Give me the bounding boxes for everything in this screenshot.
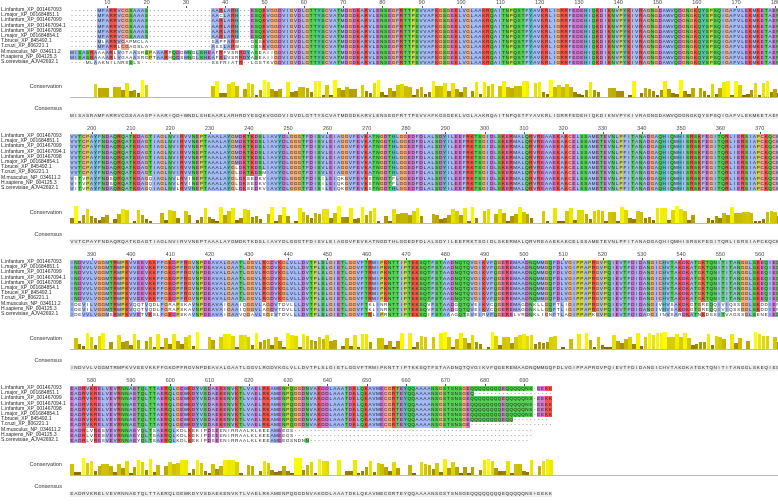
conservation-bar xyxy=(145,85,149,97)
conservation-bar xyxy=(597,92,601,97)
conservation-bar xyxy=(546,221,550,223)
sequence-name[interactable]: S.cerevisiae_AJV42692.1 xyxy=(1,60,58,65)
conservation-label: Conservation xyxy=(0,210,62,216)
sequence-name[interactable]: S.cerevisiae_AJV42692.1 xyxy=(1,186,58,191)
conservation-bar xyxy=(526,81,530,97)
conservation-bar xyxy=(176,218,180,223)
conservation-bar xyxy=(105,215,109,223)
conservation-bar xyxy=(353,89,357,97)
conservation-bar xyxy=(632,81,636,97)
conservation-baseline xyxy=(70,97,778,98)
conservation-bar xyxy=(377,221,381,223)
consensus-label: Consensus xyxy=(0,106,62,112)
conservation-bar xyxy=(463,87,467,97)
conservation-baseline xyxy=(70,223,778,224)
conservation-bar xyxy=(105,88,109,97)
conservation-bar xyxy=(475,218,479,223)
conservation-bar xyxy=(235,86,239,97)
conservation-bar xyxy=(286,216,290,223)
conservation-bar xyxy=(125,210,129,223)
conservation-bar xyxy=(491,84,495,97)
conservation-bar xyxy=(691,215,695,223)
conservation-label: Conservation xyxy=(0,84,62,90)
conservation-bar xyxy=(420,216,424,223)
conservation-bar xyxy=(691,88,695,97)
conservation-bar xyxy=(188,215,192,223)
conservation-bar xyxy=(530,218,534,223)
conservation-bar xyxy=(487,209,491,223)
consensus-label: Consensus xyxy=(0,232,62,238)
conservation-bar xyxy=(620,91,624,97)
conservation-bar xyxy=(278,89,282,97)
conservation-bar xyxy=(259,219,263,223)
conservation-bar xyxy=(149,221,153,223)
ruler-label: 180 xyxy=(768,0,778,6)
